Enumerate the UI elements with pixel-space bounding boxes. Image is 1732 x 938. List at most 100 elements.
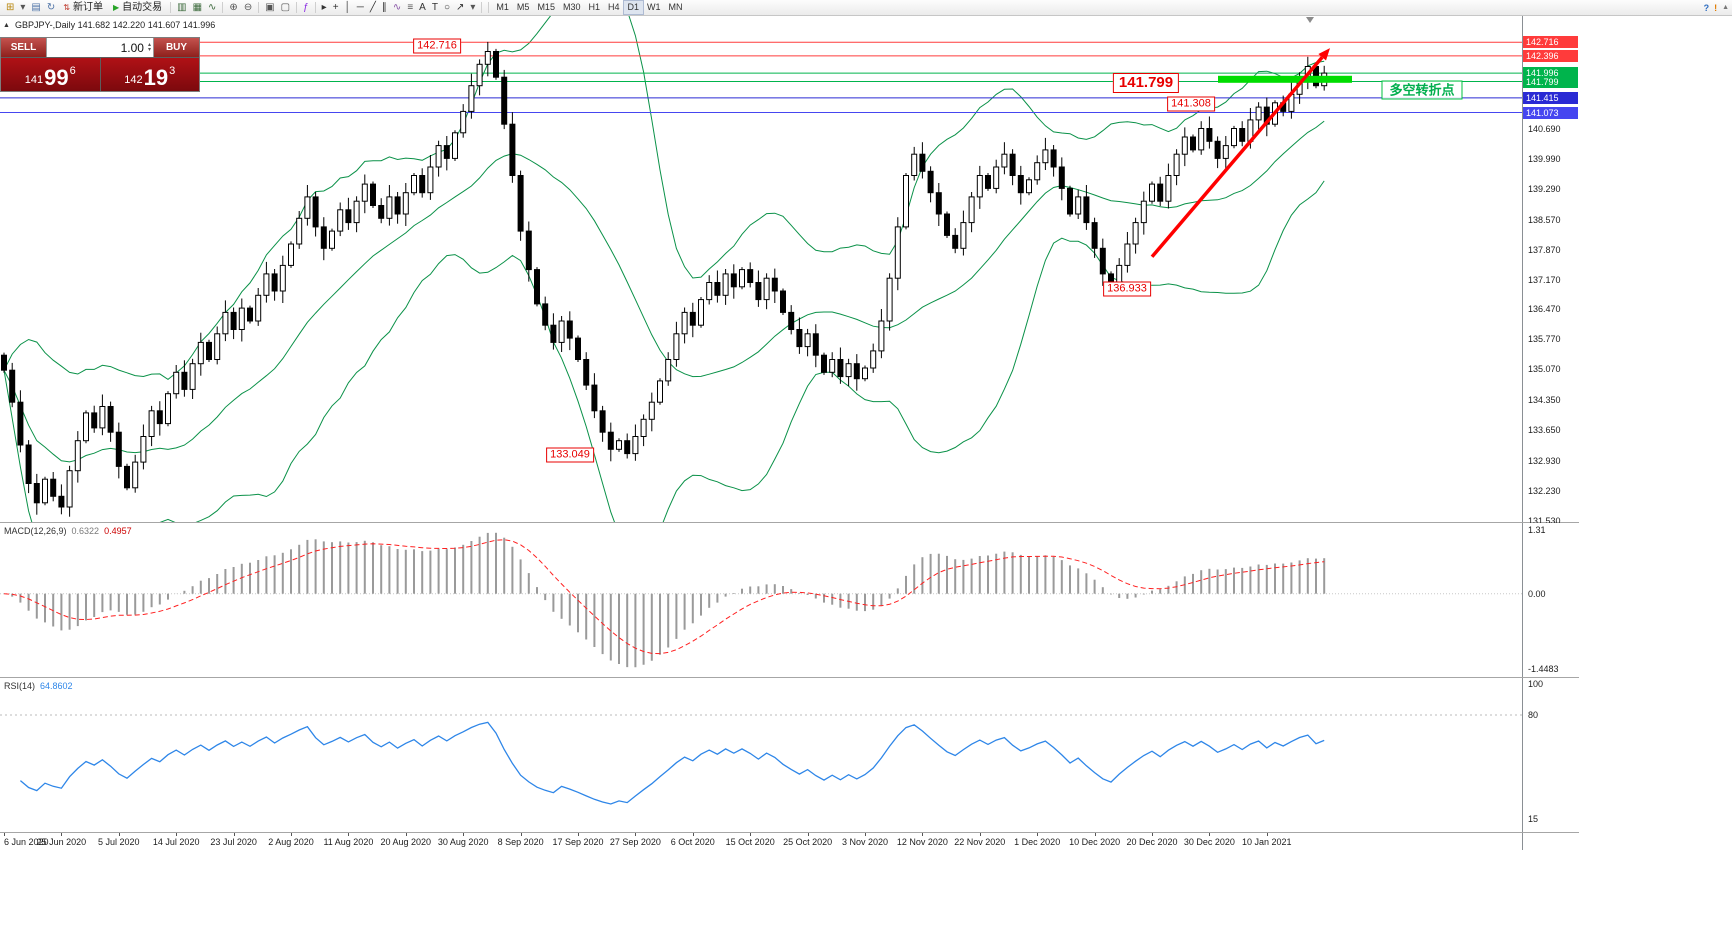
profiles-icon[interactable]: ▤ [31, 1, 41, 13]
timeframe-m30-button[interactable]: M30 [562, 2, 581, 12]
line-chart-icon[interactable]: ∿ [208, 1, 217, 13]
toolbar-items: ⊞ ▾ ▤ ↻ ⇅ 新订单 ▶ 自动交易 ▥ ▦ ∿ ⊕ ⊖ ▣ ▢ ƒ ▸ + │ ─ ╱ ∥ ∿ ≡ A T ○ ↗ ▾ M1 M5 M1… [3, 0, 687, 15]
rsi-svg [0, 678, 1522, 832]
panel-separator[interactable] [0, 677, 1579, 678]
lot-decrease-button[interactable]: ▾ [147, 46, 151, 53]
help-icon[interactable]: ? [1703, 2, 1710, 13]
crosshair-icon[interactable]: + [332, 1, 339, 13]
time-tick [979, 833, 981, 836]
macd-svg [0, 523, 1522, 677]
candlestick-chart-icon[interactable]: ▦ [192, 1, 203, 13]
timeframe-m15-button[interactable]: M15 [537, 2, 555, 12]
time-tick-label: 10 Jan 2021 [1242, 837, 1292, 847]
lot-spinner: ▴ ▾ [147, 41, 151, 53]
rsi-canvas[interactable]: RSI(14) 64.8602 [0, 678, 1523, 832]
horizontal-line-icon[interactable]: ─ [356, 1, 364, 13]
timeframe-mn-button[interactable]: MN [668, 2, 683, 12]
level-label-141799[interactable]: 141.799 [1112, 73, 1180, 94]
chart-list-dropdown-icon[interactable]: ▾ [20, 1, 26, 13]
list-icon[interactable]: ≡ [407, 1, 414, 13]
zoom-out-icon[interactable]: ⊖ [243, 1, 253, 13]
toolbar-separator [296, 2, 298, 13]
one-click-toggle[interactable]: ▲ [3, 21, 10, 29]
time-tick-label: 8 Sep 2020 [497, 837, 544, 847]
macd-value: 0.6322 [71, 526, 100, 536]
price-tick-label: 139.290 [1528, 183, 1561, 194]
level-label-142716[interactable]: 142.716 [413, 38, 461, 53]
level-label-141308[interactable]: 141.308 [1167, 96, 1215, 112]
time-tick-label: 20 Dec 2020 [1126, 837, 1178, 847]
time-tick [291, 833, 292, 836]
new-order-button[interactable]: ⇅ 新订单 [58, 1, 108, 15]
bar-chart-icon[interactable]: ▥ [177, 1, 187, 13]
channel-icon[interactable]: ∥ [381, 1, 387, 13]
panel-separator[interactable] [0, 522, 1579, 523]
objects-dropdown-icon[interactable]: ▾ [470, 1, 476, 13]
timeframe-w1-button[interactable]: W1 [647, 2, 661, 12]
timeframe-m1-button[interactable]: M1 [496, 2, 509, 12]
cursor-icon[interactable]: ▸ [321, 1, 327, 13]
macd-canvas[interactable]: MACD(12,26,9) 0.6322 0.4957 [0, 523, 1523, 677]
time-tick [922, 833, 924, 836]
time-tick-label: 6 Oct 2020 [670, 837, 715, 847]
time-tick-label: 12 Nov 2020 [896, 837, 948, 847]
level-label-133049[interactable]: 133.049 [546, 447, 594, 463]
chart-shift-marker[interactable] [1306, 17, 1314, 23]
time-axis-scale[interactable]: 6 Jun 2020 25 Jun 2020 5 Jul 2020 14 Jul 20… [0, 833, 1523, 850]
panel-separator[interactable] [0, 832, 1579, 833]
shapes-icon[interactable]: ○ [443, 1, 450, 13]
lot-size-field[interactable]: 1.00 ▴ ▾ [46, 38, 154, 57]
bid-pips: 99 [44, 65, 69, 90]
autotrading-button[interactable]: ▶ 自动交易 [108, 1, 167, 15]
timeframe-m5-button[interactable]: M5 [516, 2, 530, 12]
ask-price-display[interactable]: 142 19 3 [100, 58, 199, 91]
lot-increase-button[interactable]: ▴ [147, 41, 151, 48]
arrow-object-icon[interactable]: ↗ [455, 1, 465, 13]
rsi-tick-label: 100 [1528, 679, 1544, 689]
notifications-icon[interactable]: ! [1714, 2, 1718, 13]
scroll-up-button[interactable]: ▲ [1722, 4, 1729, 11]
time-tick-label: 1 Dec 2020 [1014, 837, 1061, 847]
zoom-in-icon[interactable]: ⊕ [229, 1, 238, 13]
time-tick [807, 833, 809, 836]
indicators-icon[interactable]: ƒ [303, 1, 309, 13]
lot-value: 1.00 [120, 40, 144, 55]
time-tick-label: 30 Dec 2020 [1183, 837, 1235, 847]
price-tick-label: 131.530 [1528, 515, 1561, 526]
label-icon[interactable]: T [431, 1, 438, 13]
macd-tick-label: 0.00 [1528, 588, 1546, 599]
time-axis: 6 Jun 2020 25 Jun 2020 5 Jul 2020 14 Jul 20… [0, 833, 1579, 850]
turning-point-label[interactable]: 多空转折点 [1381, 80, 1463, 100]
text-icon[interactable]: A [419, 1, 426, 13]
macd-label-row: MACD(12,26,9) 0.6322 0.4957 [4, 526, 132, 536]
price-tick-label: 140.690 [1528, 123, 1561, 134]
vertical-line-icon[interactable]: │ [344, 1, 351, 13]
refresh-icon[interactable]: ↻ [46, 1, 56, 13]
chart-window: ▲ GBPJPY-,Daily 141.682 142.220 141.607 … [0, 16, 1579, 850]
time-tick [118, 833, 120, 836]
timeframe-h4-button[interactable]: H4 [607, 2, 620, 12]
new-chart-icon[interactable]: ⊞ [6, 1, 15, 13]
tile-windows-icon[interactable]: ▣ [265, 1, 275, 13]
cascade-windows-icon[interactable]: ▢ [280, 1, 291, 13]
timeframe-h1-button[interactable]: H1 [588, 2, 600, 12]
bid-price-display[interactable]: 141 99 6 [1, 58, 100, 91]
time-tick-label: 6 Jun 2020 [4, 837, 49, 847]
time-tick-label: 17 Sep 2020 [552, 837, 604, 847]
buy-button[interactable]: BUY [154, 38, 199, 57]
sell-button[interactable]: SELL [1, 38, 46, 57]
time-tick-label: 25 Jun 2020 [36, 837, 87, 847]
bid-point: 6 [69, 65, 76, 77]
time-tick-label: 23 Jul 2020 [210, 837, 257, 847]
time-tick [61, 833, 63, 836]
price-chart-canvas[interactable]: ▲ GBPJPY-,Daily 141.682 142.220 141.607 … [0, 16, 1523, 522]
trendline-icon[interactable]: ╱ [369, 1, 376, 13]
wave-icon[interactable]: ∿ [392, 1, 402, 13]
one-click-price-row: 141 99 6 142 19 3 [1, 57, 199, 91]
timeframe-d1-button[interactable]: D1 [622, 0, 644, 15]
time-tick [578, 833, 579, 836]
level-label-136933[interactable]: 136.933 [1103, 281, 1151, 297]
autotrading-button-icon: ▶ [112, 2, 120, 12]
time-tick [348, 833, 350, 836]
one-click-trading-panel: SELL 1.00 ▴ ▾ BUY [0, 37, 200, 92]
